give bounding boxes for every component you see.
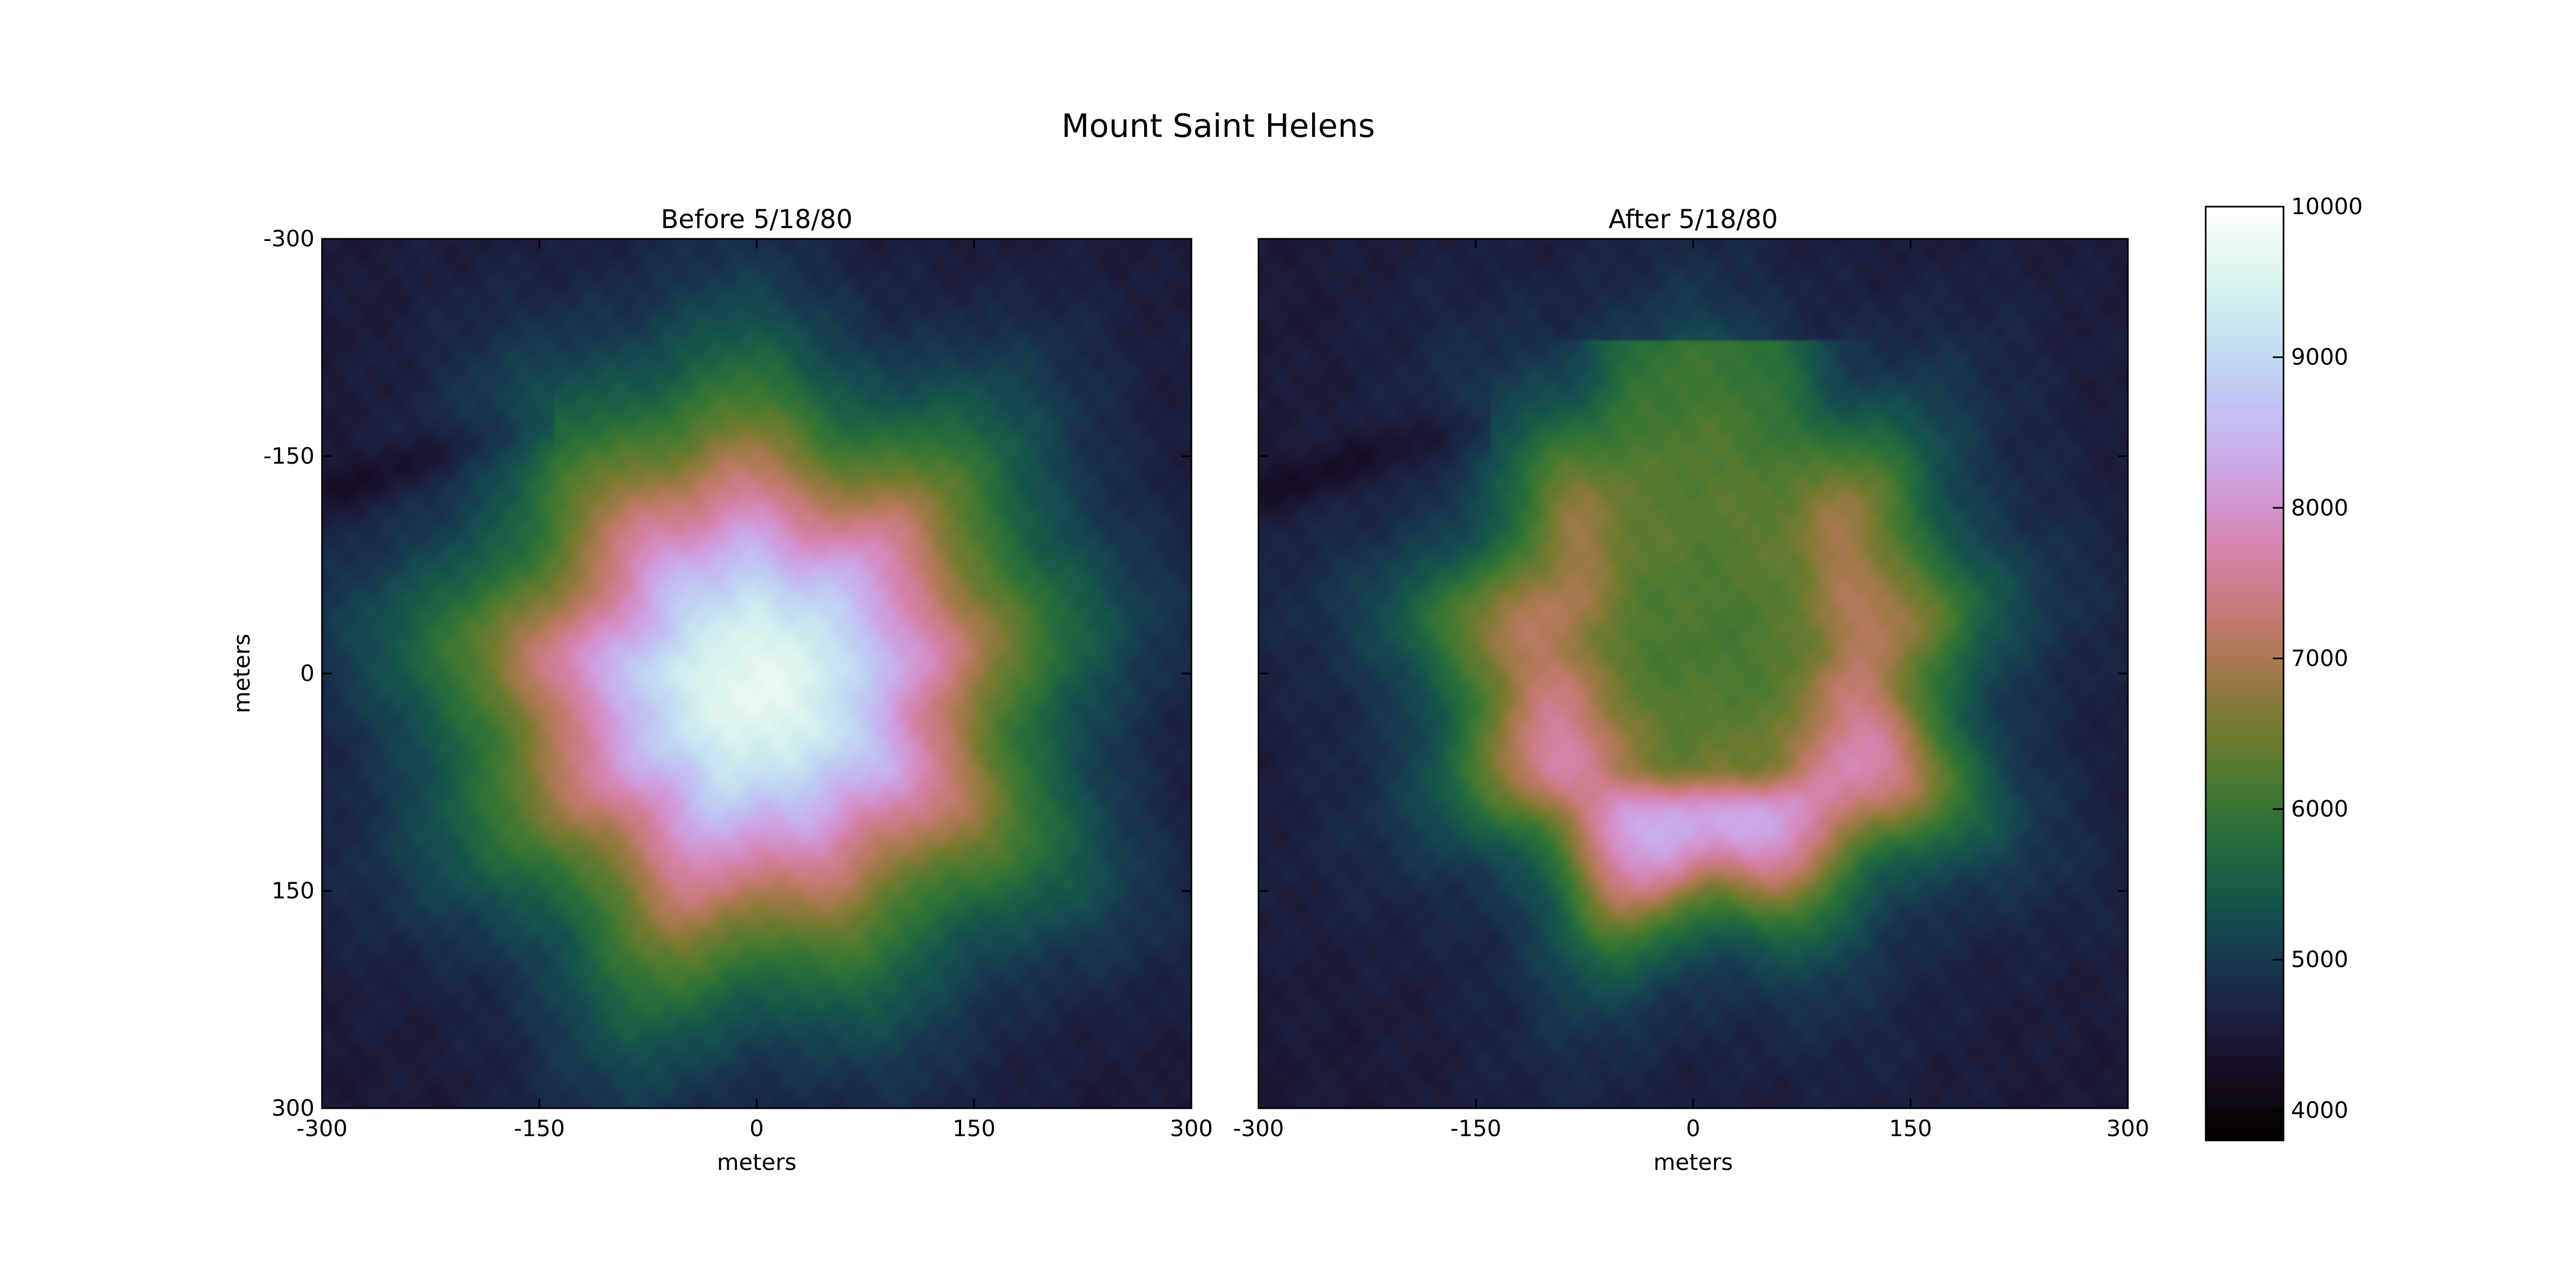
colorbar-tick-label: 6000 [2291, 796, 2348, 822]
colorbar-tick-label: 7000 [2291, 645, 2348, 671]
colorbar-tick-label: 4000 [2291, 1097, 2348, 1123]
colorbar-tick-label: 8000 [2291, 494, 2348, 521]
after-xtick-label: -300 [1233, 1115, 1284, 1141]
panel-before: Before 5/18/80 -300 -150 0 150 300-300-15001… [229, 204, 1213, 1175]
before-xtick-label: 150 [953, 1115, 996, 1141]
heatmap-before [322, 239, 1191, 1108]
before-ytick-label: -300 [264, 225, 314, 252]
before-ytick-label: 0 [300, 660, 314, 686]
colorbar-ticks: 4000 5000 6000 7000 8000 9000 10000 [2273, 193, 2363, 1123]
after-xtick-label: 300 [2106, 1115, 2149, 1141]
colorbar-tick-label: 10000 [2291, 193, 2363, 219]
colorbar-gradient [2206, 207, 2284, 1140]
panel-before-title: Before 5/18/80 [661, 204, 852, 235]
panel-before-ylabel: meters [229, 634, 255, 713]
figure-title: Mount Saint Helens [1062, 107, 1375, 145]
colorbar-frame [2205, 206, 2285, 1141]
before-xtick-label: -300 [296, 1115, 347, 1141]
after-xtick-label: 0 [1686, 1115, 1701, 1141]
colorbar-tick-label: 5000 [2291, 946, 2348, 972]
panel-after: After 5/18/80 -300 -150 0 150 300 meters [1233, 204, 2149, 1175]
after-xtick-label: 150 [1889, 1115, 1932, 1141]
panel-before-xlabel: meters [717, 1149, 796, 1175]
colorbar: 4000 5000 6000 7000 8000 9000 10000 [2205, 193, 2363, 1141]
before-ytick-label: 300 [272, 1095, 314, 1121]
heatmap-after [1258, 239, 2128, 1108]
panel-after-title: After 5/18/80 [1608, 204, 1778, 235]
before-ytick-label: 150 [272, 877, 314, 904]
before-ytick-label: -150 [264, 443, 314, 469]
before-xtick-label: 300 [1170, 1115, 1213, 1141]
panel-after-xlabel: meters [1653, 1149, 1733, 1175]
before-xtick-label: -150 [514, 1115, 565, 1141]
after-xtick-label: -150 [1450, 1115, 1501, 1141]
colorbar-tick-label: 9000 [2291, 344, 2348, 370]
before-xtick-label: 0 [750, 1115, 764, 1141]
panel-after-ticks: -300 -150 0 150 300 [1233, 238, 2149, 1141]
